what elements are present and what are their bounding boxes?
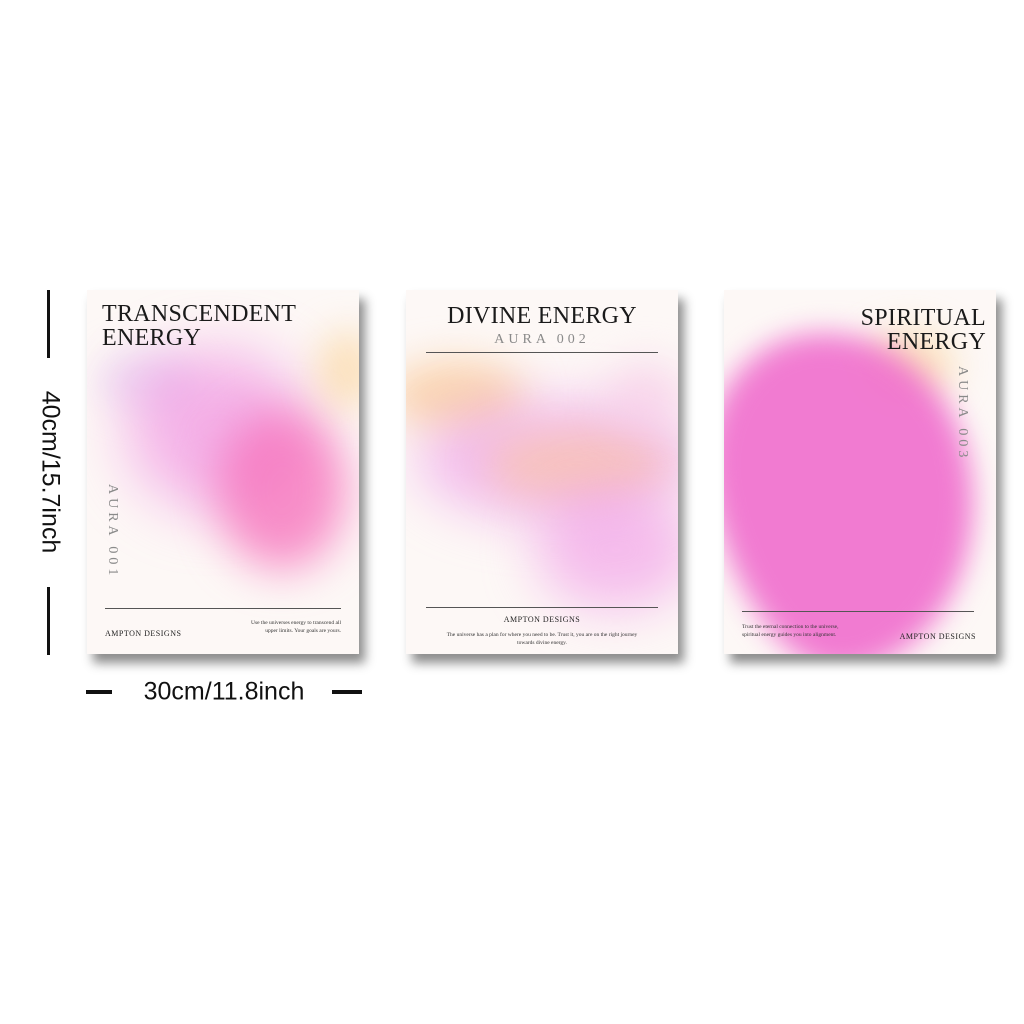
width-label: 30cm/11.8inch xyxy=(143,677,305,706)
aura-gradient-art xyxy=(317,330,359,410)
height-label: 40cm/15.7inch xyxy=(36,390,65,554)
width-dimension-line-left xyxy=(86,690,112,694)
poster-title: DIVINE ENERGY xyxy=(447,303,637,329)
brand-name: AMPTON DESIGNS xyxy=(503,615,581,624)
height-dimension-line-bottom xyxy=(47,587,50,655)
poster-transcendent-energy: TRANSCENDENT ENERGY AURA 001 AMPTON DESI… xyxy=(87,290,359,654)
aura-gradient-art xyxy=(724,306,996,654)
poster-title-line2: ENERGY xyxy=(102,325,202,351)
aura-code: AURA 002 xyxy=(494,332,590,347)
width-dimension-line-right xyxy=(332,690,362,694)
poster-blurb: The universe has a plan for where you ne… xyxy=(446,632,638,646)
divider-line xyxy=(426,352,658,353)
poster-title-line1: TRANSCENDENT xyxy=(102,301,297,327)
aura-code: AURA 001 xyxy=(105,484,120,580)
aura-gradient-art xyxy=(536,490,678,610)
poster-spiritual-energy: SPIRITUAL ENERGY AURA 003 Trust the eter… xyxy=(724,290,996,654)
height-dimension: 40cm/15.7inch xyxy=(30,290,70,655)
poster-blurb: Use the universes energy to transcend al… xyxy=(250,620,341,634)
poster-title: TRANSCENDENT ENERGY xyxy=(102,302,296,350)
divider-line xyxy=(426,607,658,608)
poster-title-line1: SPIRITUAL xyxy=(860,305,986,331)
height-dimension-line-top xyxy=(47,290,50,358)
poster-title-line2: ENERGY xyxy=(886,329,986,355)
poster-title: SPIRITUAL ENERGY xyxy=(861,306,986,354)
brand-name: AMPTON DESIGNS xyxy=(105,629,182,638)
aura-gradient-art xyxy=(486,430,666,500)
width-dimension: 30cm/11.8inch xyxy=(86,676,362,708)
aura-gradient-art xyxy=(217,410,347,570)
brand-name: AMPTON DESIGNS xyxy=(899,632,976,641)
poster-divine-energy: DIVINE ENERGY AURA 002 AMPTON DESIGNS Th… xyxy=(406,290,678,654)
aura-code: AURA 003 xyxy=(955,366,970,462)
divider-line xyxy=(105,608,341,609)
poster-blurb: Trust the eternal connection to the univ… xyxy=(742,624,839,638)
divider-line xyxy=(742,611,974,612)
aura-gradient-art xyxy=(606,360,678,430)
